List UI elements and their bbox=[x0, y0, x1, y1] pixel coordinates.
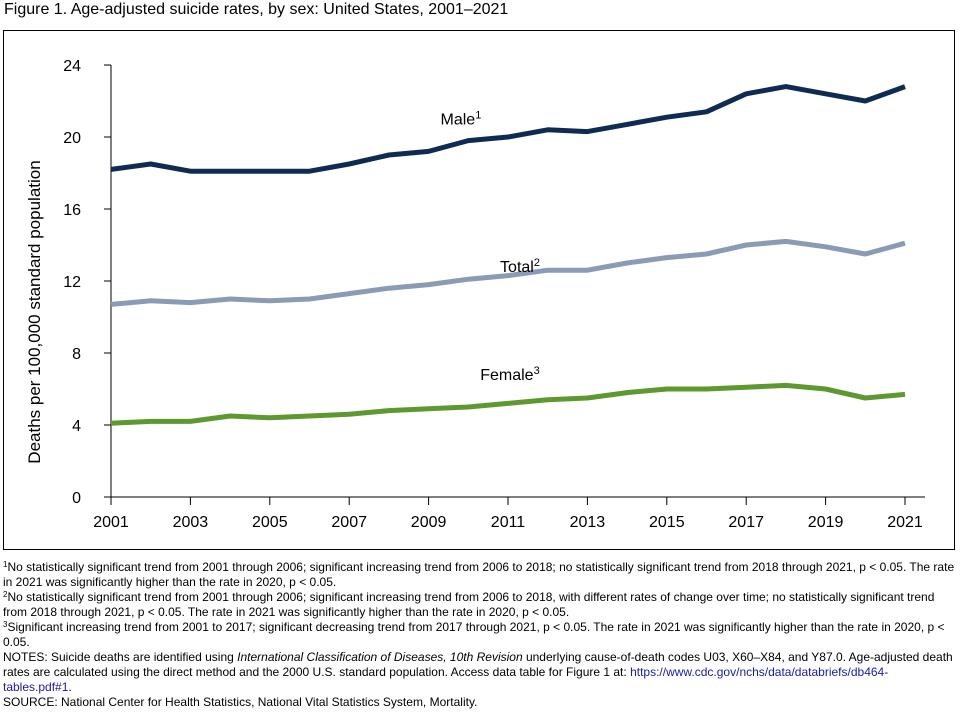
y-tick-label: 4 bbox=[72, 418, 81, 435]
line-chart: 0 4 8 12 16 20 24 2001 2003 2005 2007 2009 2011 2013 2… bbox=[25, 58, 925, 531]
x-tick-label: 2021 bbox=[887, 514, 923, 531]
x-tick-label: 2001 bbox=[93, 514, 129, 531]
x-tick-label: 2011 bbox=[491, 514, 526, 531]
data-table-link[interactable]: https://www.cdc.gov/nchs/data/databriefs… bbox=[3, 665, 889, 694]
y-tick-label: 0 bbox=[72, 490, 81, 507]
y-tick-label: 20 bbox=[63, 130, 81, 147]
series-labels: Male1 Total2 Female3 bbox=[441, 109, 540, 384]
y-tick-label: 16 bbox=[63, 202, 81, 219]
x-tick-label: 2003 bbox=[173, 514, 209, 531]
footnote-1: 1No statistically significant trend from… bbox=[3, 560, 955, 589]
series-lines bbox=[110, 84, 906, 426]
figure-title: Figure 1. Age-adjusted suicide rates, by… bbox=[4, 1, 509, 18]
y-tick-label: 12 bbox=[63, 274, 81, 291]
x-tick-label: 2017 bbox=[728, 514, 764, 531]
y-axis-label: Deaths per 100,000 standard population bbox=[25, 160, 44, 463]
notes-paragraph: NOTES: Suicide deaths are identified usi… bbox=[3, 650, 953, 694]
series-line-female bbox=[110, 382, 906, 426]
series-label-female: Female3 bbox=[480, 365, 539, 384]
footnotes: 1No statistically significant trend from… bbox=[3, 560, 955, 710]
footnote-3: 3Significant increasing trend from 2001 … bbox=[3, 620, 945, 649]
source-line: SOURCE: National Center for Health Stati… bbox=[3, 695, 478, 709]
x-tick-label: 2005 bbox=[252, 514, 288, 531]
footnote-2: 2No statistically significant trend from… bbox=[3, 590, 935, 619]
series-line-male bbox=[110, 84, 906, 174]
series-label-male: Male1 bbox=[441, 109, 482, 128]
x-tick-label: 2009 bbox=[411, 514, 447, 531]
x-tick-label: 2019 bbox=[808, 514, 844, 531]
x-tick-label: 2015 bbox=[649, 514, 685, 531]
y-tick-label: 8 bbox=[72, 346, 81, 363]
chart-frame: 0 4 8 12 16 20 24 2001 2003 2005 2007 2009 2011 2013 2… bbox=[3, 30, 955, 550]
x-tick-label: 2007 bbox=[331, 514, 367, 531]
series-label-total: Total2 bbox=[500, 257, 540, 276]
y-tick-label: 24 bbox=[63, 58, 81, 75]
axes: 0 4 8 12 16 20 24 2001 2003 2005 2007 2009 2011 2013 2… bbox=[63, 58, 925, 531]
series-line-total bbox=[110, 238, 906, 307]
x-tick-label: 2013 bbox=[570, 514, 606, 531]
